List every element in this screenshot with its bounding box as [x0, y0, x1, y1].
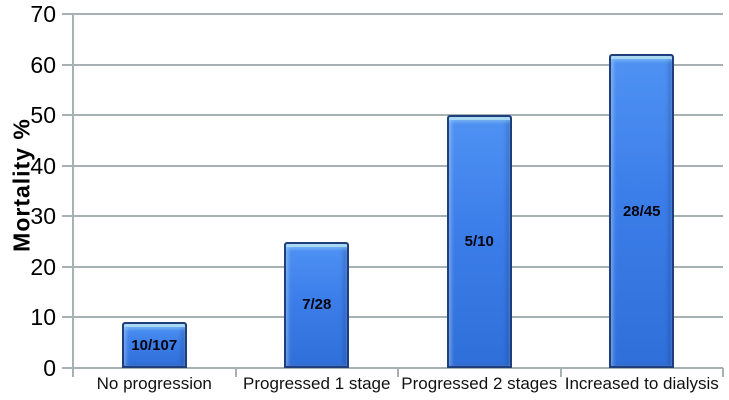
x-axis-tick: [234, 368, 237, 377]
y-axis-tick: [62, 164, 74, 167]
bar-increased-to-dialysis: 28/45: [609, 54, 675, 368]
x-category-label: Progressed 2 stages: [401, 374, 558, 393]
y-axis-tick: [62, 265, 74, 268]
y-axis-line: [72, 13, 74, 377]
y-tick-label: 50: [30, 102, 56, 129]
y-axis-tick: [62, 63, 74, 66]
plot-area: 10/107 7/28 5/10 28/45: [73, 13, 723, 368]
y-axis-tick: [62, 367, 74, 369]
y-tick-label: 10: [30, 304, 56, 331]
bar-progressed-1-stage: 7/28: [284, 241, 350, 368]
gridline: [73, 63, 723, 66]
gridline: [73, 13, 723, 15]
y-tick-label: 70: [30, 1, 56, 27]
y-axis-tick: [62, 215, 74, 218]
y-axis-tick: [62, 13, 74, 15]
bar-value-label: 10/107: [131, 336, 178, 354]
bar-no-progression: 10/107: [121, 322, 187, 368]
y-tick-label: 60: [30, 51, 56, 78]
y-axis-tick: [62, 316, 74, 319]
y-axis-tick: [62, 114, 74, 117]
y-tick-label: 20: [30, 253, 56, 280]
bar-value-label: 5/10: [464, 233, 494, 251]
y-tick-label: 40: [30, 152, 56, 179]
gridline: [73, 316, 723, 319]
gridline: [73, 164, 723, 167]
x-axis-tick: [397, 368, 399, 377]
x-category-label: Progressed 1 stage: [243, 374, 391, 393]
x-axis-tick: [559, 368, 562, 377]
y-tick-label: 0: [43, 355, 56, 381]
x-category-label: Increased to dialysis: [564, 374, 719, 393]
bar-value-label: 7/28: [302, 296, 332, 314]
y-axis-title: Mortality %: [8, 118, 35, 252]
gridline: [73, 114, 723, 117]
y-tick-label: 30: [30, 203, 56, 230]
gridline: [73, 265, 723, 268]
bar-value-label: 28/45: [622, 202, 661, 220]
x-category-label: No progression: [96, 374, 212, 393]
bar-progressed-2-stages: 5/10: [446, 115, 512, 368]
gridline: [73, 215, 723, 218]
x-axis-tick: [72, 368, 74, 377]
x-axis-tick: [722, 368, 724, 377]
